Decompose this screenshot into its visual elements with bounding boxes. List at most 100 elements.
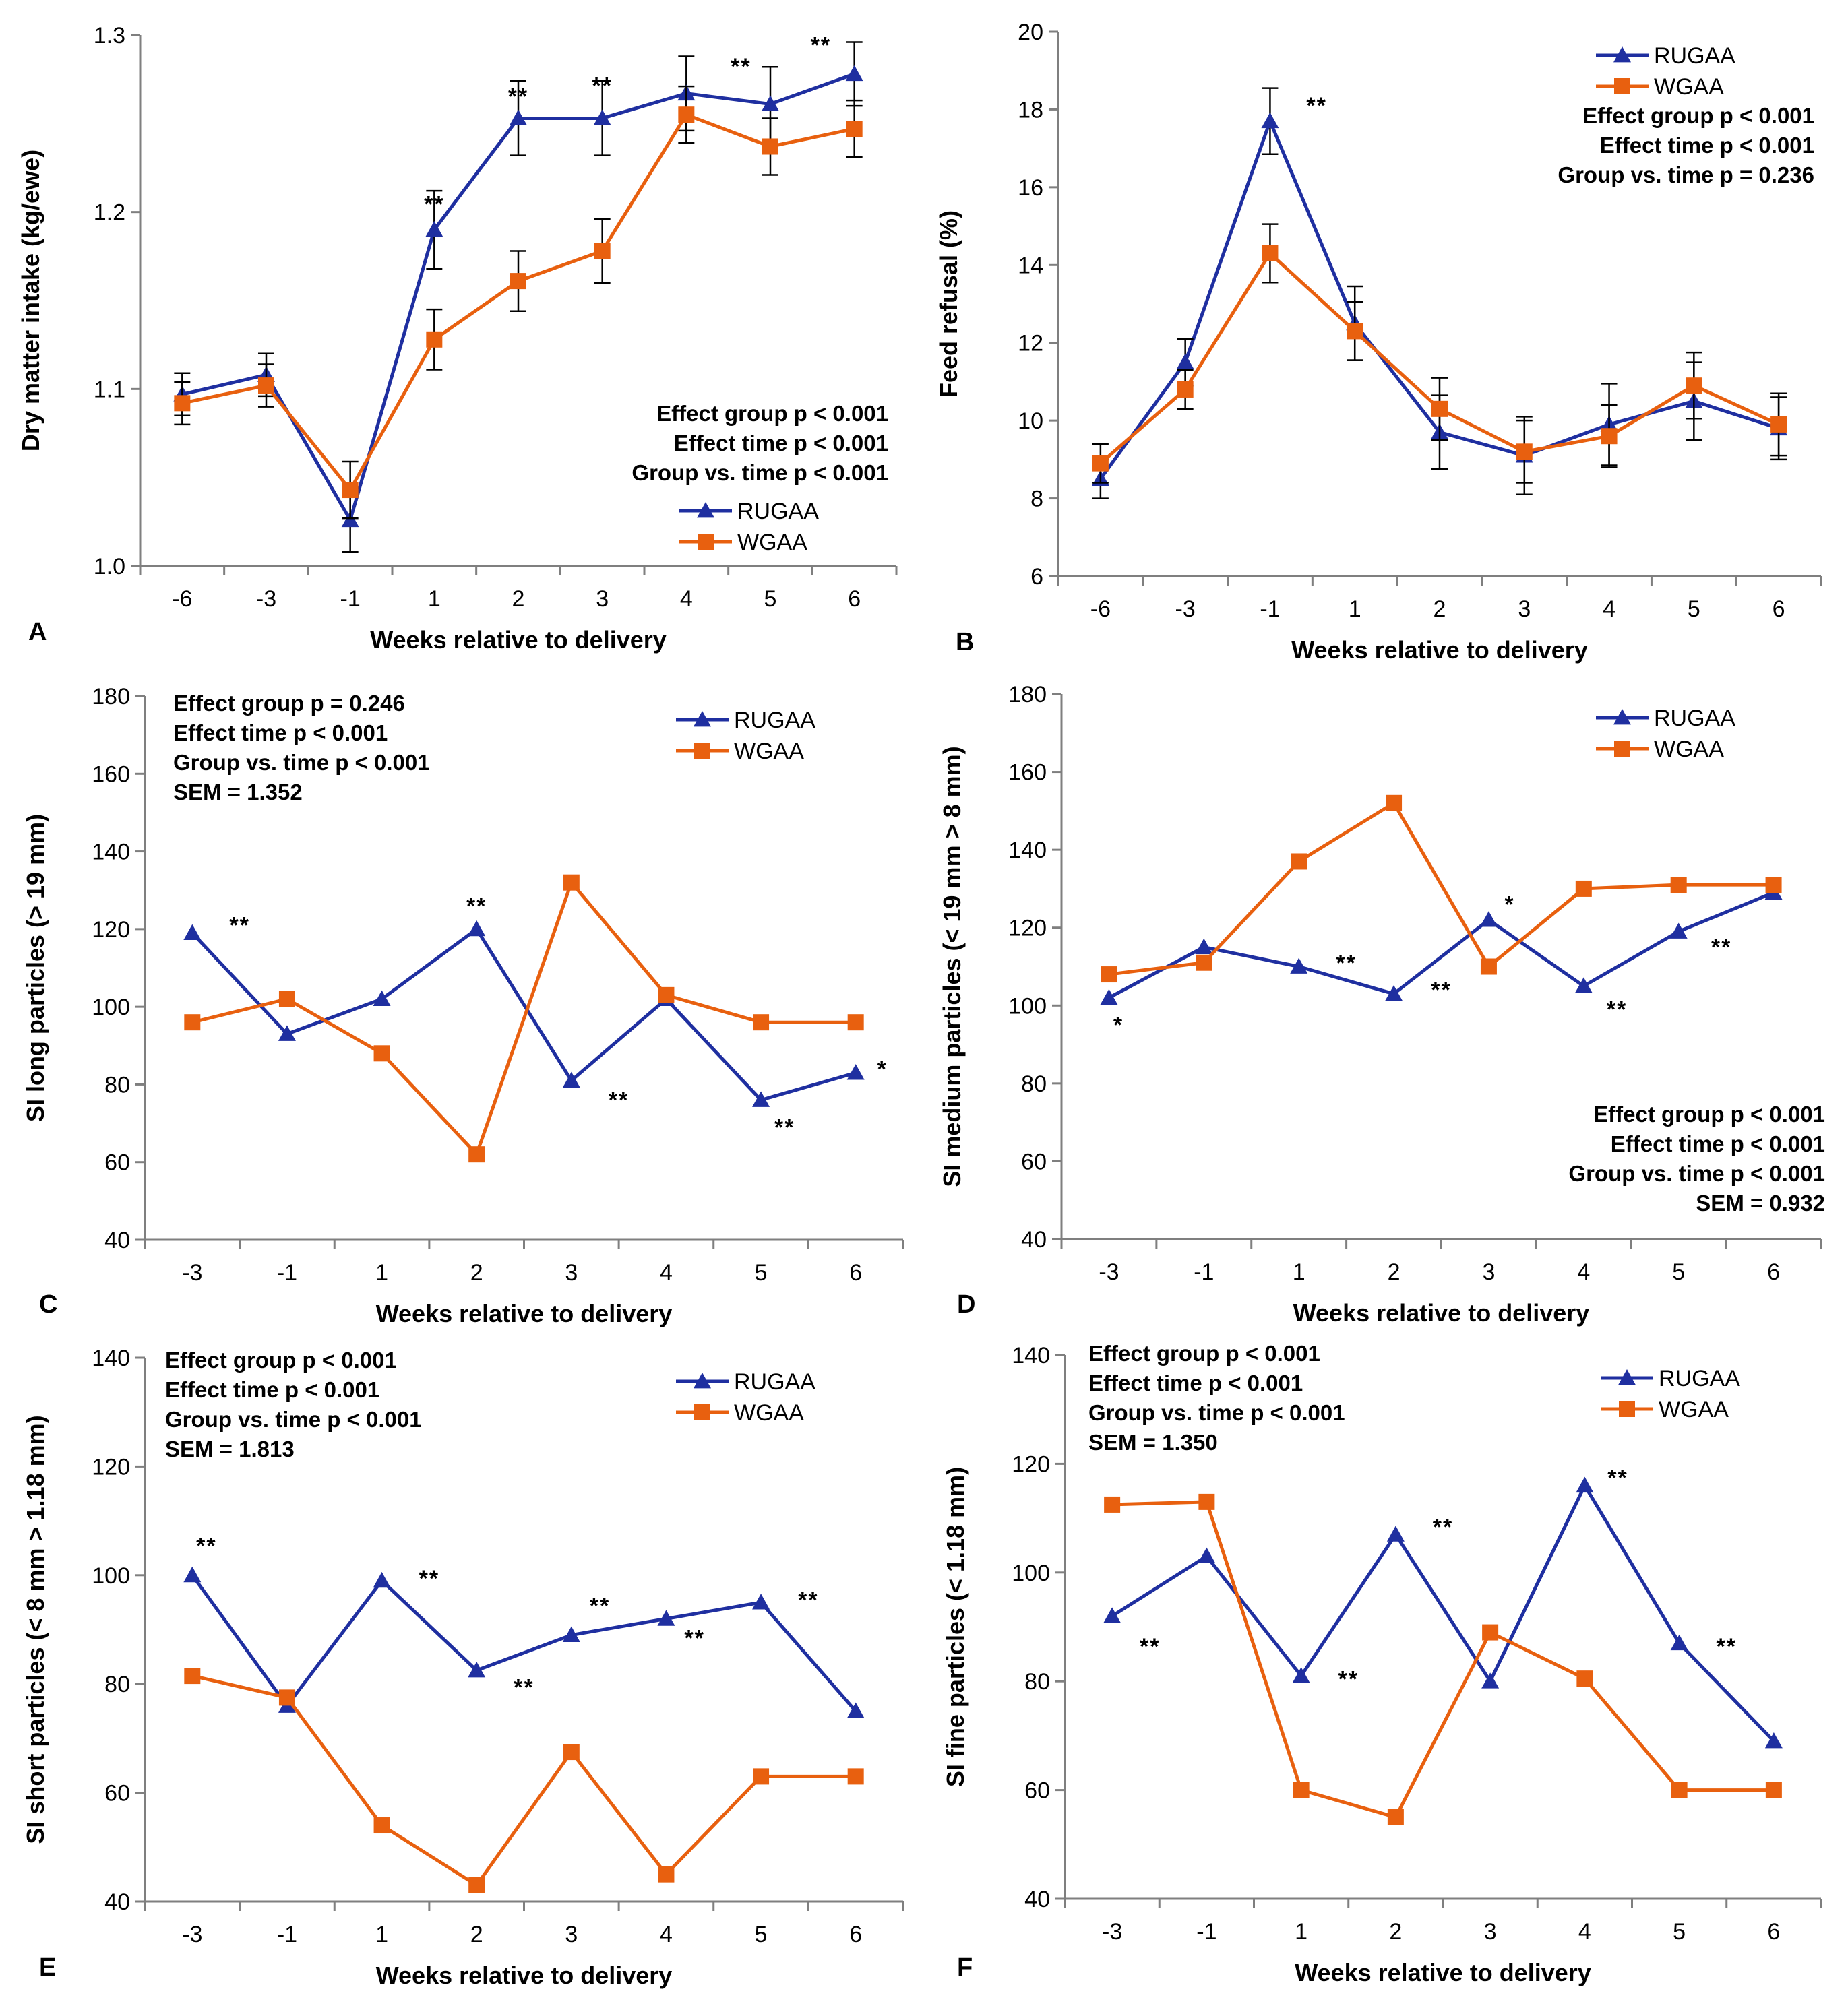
data-point: [847, 1768, 864, 1785]
y-tick-label: 180: [92, 684, 130, 710]
y-tick-label: 8: [1030, 486, 1043, 512]
x-tick-label: 4: [1577, 1259, 1590, 1285]
panel-letter: B: [956, 628, 974, 656]
data-point: [278, 1025, 296, 1041]
legend: RUGAA WGAA: [679, 499, 819, 555]
legend-marker: [694, 1404, 710, 1420]
data-point: [1198, 1547, 1216, 1563]
legend-item-rugaa: RUGAA: [676, 708, 815, 733]
data-point: [1576, 1476, 1594, 1493]
stats-line: Effect group p < 0.001: [1582, 103, 1814, 128]
significance-marker: **: [1338, 1666, 1359, 1692]
legend-label: WGAA: [1654, 736, 1724, 762]
y-tick-label: 120: [1012, 1451, 1050, 1477]
significance-marker: **: [508, 84, 528, 109]
legend-item-rugaa: RUGAA: [1601, 1366, 1740, 1391]
y-tick-label: 140: [92, 1346, 130, 1371]
legend-item-rugaa: RUGAA: [679, 499, 819, 524]
data-point: [752, 1091, 770, 1107]
data-point: [468, 1662, 486, 1678]
x-axis-title: Weeks relative to delivery: [376, 1961, 673, 1989]
series-wgaa: [1101, 794, 1782, 983]
significance-marker: **: [229, 913, 249, 939]
panel-F: 40 60 80 100 120 140 -3 -1 1 2 3 4 5 6 Weeks relative …: [942, 1341, 1822, 1986]
legend-marker: [1614, 78, 1630, 94]
legend-marker: [1614, 741, 1630, 757]
x-tick-label: 4: [660, 1922, 673, 1947]
stats-line: SEM = 0.932: [1696, 1191, 1825, 1216]
x-tick-label: -3: [182, 1922, 202, 1947]
y-tick-label: 160: [1008, 760, 1047, 786]
x-tick-label: 3: [565, 1260, 578, 1286]
data-point: [258, 377, 274, 394]
data-point: [657, 1610, 675, 1626]
significance-marker: **: [609, 1088, 629, 1113]
y-axis-title: SI long particles (> 19 mm): [22, 814, 49, 1122]
y-tick-label: 1.2: [94, 200, 125, 226]
data-point: [468, 920, 486, 937]
legend-item-wgaa: WGAA: [1596, 74, 1724, 100]
series-wgaa: [184, 874, 864, 1163]
data-point: [1516, 443, 1533, 460]
significance-marker: **: [419, 1566, 439, 1592]
x-tick-label: -3: [1099, 1259, 1119, 1285]
data-point: [1601, 428, 1618, 445]
legend: RUGAA WGAA: [676, 1369, 815, 1426]
x-tick-label: 6: [1767, 1259, 1780, 1285]
x-tick-label: 2: [470, 1260, 483, 1286]
data-point: [752, 1594, 770, 1610]
data-point: [562, 1626, 580, 1642]
data-point: [753, 1768, 770, 1785]
significance-marker: *: [1504, 892, 1514, 918]
panel-letter: D: [957, 1290, 975, 1319]
x-axis-title: Weeks relative to delivery: [370, 626, 667, 654]
panel-A: 1.0 1.1 1.2 1.3 -6 -3 -1 1 2 3 4 5 6 Weeks relative t…: [17, 23, 898, 654]
x-tick-label: 5: [764, 586, 777, 612]
x-tick-label: 5: [755, 1922, 768, 1947]
legend: RUGAA WGAA: [676, 708, 815, 764]
significance-marker: *: [877, 1057, 887, 1082]
data-point: [183, 1566, 202, 1583]
y-tick-label: 14: [1018, 253, 1043, 278]
x-tick-label: 4: [660, 1260, 673, 1286]
legend-label: WGAA: [734, 738, 804, 764]
data-point: [425, 220, 443, 237]
data-point: [846, 1702, 865, 1718]
series-rugaa: [1103, 1476, 1783, 1749]
significance-marker: **: [466, 893, 487, 919]
x-tick-label: 1: [1293, 1259, 1305, 1285]
x-tick-label: -1: [277, 1260, 297, 1286]
data-point: [1101, 966, 1117, 983]
series-line: [1109, 801, 1774, 976]
y-tick-label: 100: [1012, 1561, 1050, 1586]
y-tick-label: 80: [104, 1672, 130, 1697]
x-axis-title: Weeks relative to delivery: [376, 1300, 673, 1327]
significance-marker: **: [731, 54, 751, 80]
data-point: [341, 511, 359, 528]
legend-label: RUGAA: [1654, 705, 1735, 731]
panel-letter: F: [957, 1953, 973, 1982]
series-rugaa: [1100, 883, 1783, 1005]
panel-D: 40 60 80 100 120 140 160 180 -3 -1 1 2 3 4 5 6 Weeks rel…: [938, 682, 1825, 1327]
data-point: [373, 1045, 390, 1062]
stats-line: Effect time p < 0.001: [1600, 133, 1814, 158]
significance-marker: **: [774, 1114, 795, 1140]
data-point: [1669, 922, 1688, 939]
stats-line: Group vs. time p = 0.236: [1558, 162, 1814, 187]
stats-line: SEM = 1.813: [165, 1437, 295, 1461]
series-rugaa: [183, 1566, 865, 1718]
series-wgaa: [174, 85, 863, 520]
legend-item-wgaa: WGAA: [679, 530, 807, 555]
legend-label: RUGAA: [1659, 1366, 1740, 1391]
y-tick-label: 160: [92, 761, 130, 787]
y-tick-label: 100: [92, 995, 130, 1020]
data-point: [753, 1014, 770, 1031]
y-tick-label: 16: [1018, 175, 1043, 201]
y-axis-title: Dry matter intake (kg/ewe): [17, 150, 44, 451]
legend-label: RUGAA: [734, 708, 815, 733]
data-point: [184, 1668, 201, 1685]
x-tick-label: 2: [1388, 1259, 1400, 1285]
legend: RUGAA WGAA: [1596, 43, 1735, 100]
significance-marker: *: [1113, 1013, 1123, 1038]
